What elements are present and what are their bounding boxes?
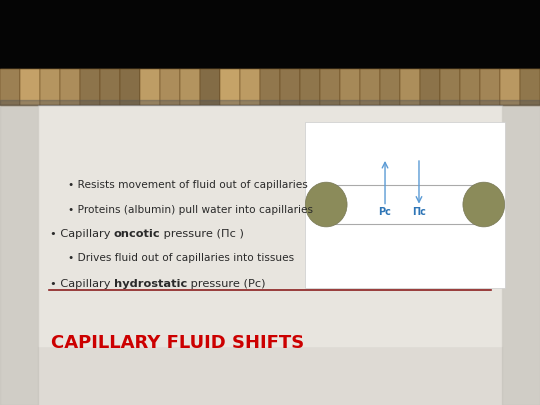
Text: oncotic: oncotic bbox=[114, 229, 160, 239]
Bar bbox=[38, 105, 502, 346]
Text: CAPILLARY FLUID SHIFTS: CAPILLARY FLUID SHIFTS bbox=[51, 334, 305, 352]
Text: pressure (Πc ): pressure (Πc ) bbox=[160, 229, 244, 239]
Bar bbox=[340, 69, 360, 105]
Bar bbox=[500, 69, 520, 105]
Bar bbox=[0, 69, 20, 105]
Bar bbox=[520, 69, 540, 105]
Bar bbox=[280, 69, 300, 105]
Text: pressure (Pc): pressure (Pc) bbox=[187, 279, 266, 290]
Text: hydrostatic: hydrostatic bbox=[114, 279, 187, 290]
Ellipse shape bbox=[463, 182, 505, 227]
Bar bbox=[400, 69, 420, 105]
Bar bbox=[0, 69, 540, 105]
Bar bbox=[502, 105, 540, 405]
Bar bbox=[300, 69, 320, 105]
Bar bbox=[320, 69, 340, 105]
Text: • Capillary: • Capillary bbox=[50, 279, 114, 290]
Bar bbox=[100, 69, 120, 105]
Text: Pc: Pc bbox=[379, 207, 392, 217]
Text: • Proteins (albumin) pull water into capillaries: • Proteins (albumin) pull water into cap… bbox=[68, 205, 313, 215]
Bar bbox=[180, 69, 200, 105]
Bar bbox=[200, 69, 220, 105]
Bar bbox=[60, 69, 80, 105]
Bar bbox=[160, 69, 180, 105]
Bar bbox=[220, 69, 240, 105]
Ellipse shape bbox=[305, 182, 347, 227]
Bar bbox=[140, 69, 160, 105]
Bar bbox=[460, 69, 480, 105]
Bar bbox=[380, 69, 400, 105]
Text: • Capillary: • Capillary bbox=[50, 229, 114, 239]
Text: Πc: Πc bbox=[412, 207, 426, 217]
Bar bbox=[305, 122, 505, 288]
Bar bbox=[0, 105, 38, 405]
Bar bbox=[420, 69, 440, 105]
Bar bbox=[440, 69, 460, 105]
Bar bbox=[260, 69, 280, 105]
Bar bbox=[240, 69, 260, 105]
Bar bbox=[0, 100, 540, 105]
Bar bbox=[80, 69, 100, 105]
Text: • Resists movement of fluid out of capillaries: • Resists movement of fluid out of capil… bbox=[68, 180, 307, 190]
Bar bbox=[480, 69, 500, 105]
Text: • Drives fluid out of capillaries into tissues: • Drives fluid out of capillaries into t… bbox=[68, 253, 294, 263]
Bar bbox=[120, 69, 140, 105]
Bar bbox=[20, 69, 40, 105]
Bar bbox=[0, 105, 540, 405]
Bar bbox=[360, 69, 380, 105]
Bar bbox=[0, 0, 540, 69]
Bar bbox=[40, 69, 60, 105]
